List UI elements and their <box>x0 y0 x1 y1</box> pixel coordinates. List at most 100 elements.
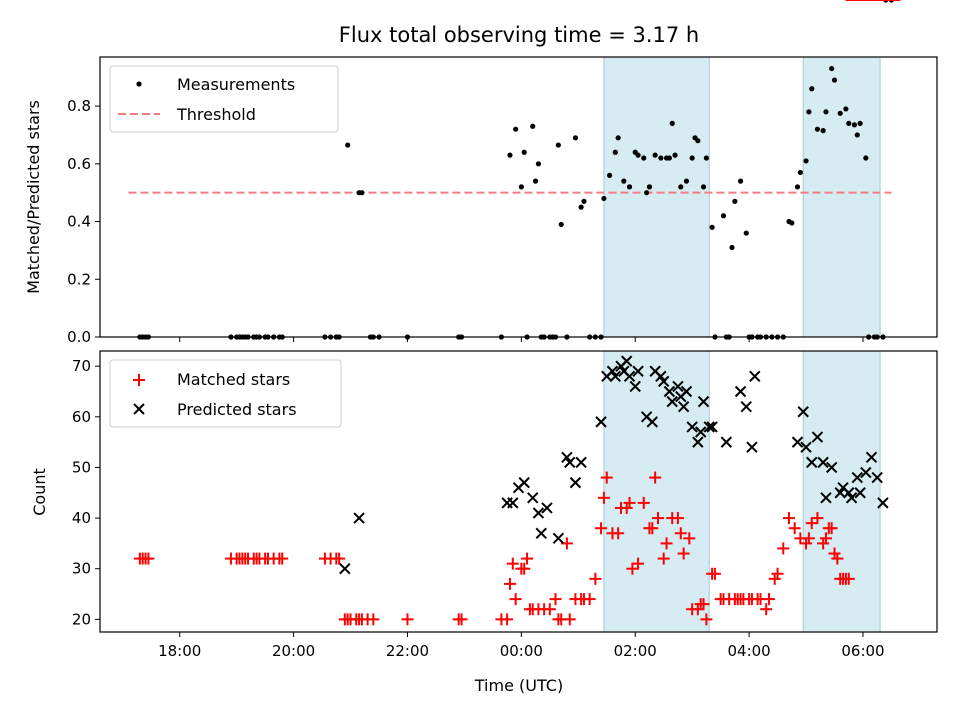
measurement-point <box>507 152 513 158</box>
ratio-panel-y-tick-label: 0.8 <box>67 97 91 115</box>
predicted-star-point <box>860 466 872 479</box>
predicted-star-point <box>677 400 690 413</box>
predicted-star-point <box>734 385 747 398</box>
measurement-point <box>572 135 579 141</box>
matched-star-point <box>782 512 795 525</box>
predicted-star-point <box>865 451 878 464</box>
shaded-interval-1 <box>603 56 710 338</box>
predicted-star-point <box>800 441 812 453</box>
measurement-point <box>555 142 561 148</box>
predicted-star-point <box>663 385 676 398</box>
matched-star-point <box>646 522 659 535</box>
predicted-star-point <box>694 426 707 438</box>
matched-star-point <box>612 527 625 540</box>
measurement-point <box>669 120 675 126</box>
predicted-star-point <box>706 421 718 433</box>
measurement-point <box>794 184 801 190</box>
ratio-panel-y-tick-label: 0.6 <box>67 155 91 173</box>
matched-star-point <box>700 613 713 626</box>
predicted-star-point <box>532 507 545 519</box>
predicted-star-point <box>746 441 758 453</box>
measurement-point <box>854 132 860 138</box>
matched-star-point <box>652 512 664 525</box>
predicted-star-point <box>820 492 832 504</box>
predicted-star-point <box>629 380 641 393</box>
predicted-star-point <box>646 416 659 428</box>
matched-star-point <box>637 496 650 509</box>
ratio-panel-legend-box <box>109 65 339 133</box>
measurement-point <box>578 204 584 210</box>
measurement-point <box>797 169 803 176</box>
measurement-point <box>535 161 542 167</box>
ratio-panel: 0.00.20.40.60.8 Matched/Predicted stars … <box>24 0 938 346</box>
matched-star-point <box>660 537 673 550</box>
predicted-star-point <box>720 436 733 448</box>
predicted-star-point <box>697 395 710 408</box>
count-panel-x-tick-label: 00:00 <box>500 642 543 660</box>
measurement-point <box>809 86 815 92</box>
count-panel-legend: Matched stars Predicted stars <box>109 359 342 428</box>
matched-star-point <box>674 527 687 540</box>
measurement-point <box>806 109 812 115</box>
count-panel-legend-box <box>109 359 342 428</box>
predicted-star-point <box>527 492 539 504</box>
measurement-point <box>689 155 695 161</box>
chart-title: Flux total observing time = 3.17 h <box>339 23 699 47</box>
measurement-point <box>558 221 564 228</box>
matched-star-point <box>788 522 801 535</box>
matched-star-point <box>600 471 613 484</box>
ratio-panel-y-ticks: 0.0 0.2 0.4 0.6 0.8 <box>67 97 100 346</box>
count-panel-y-tick-label: 30 <box>72 560 91 578</box>
ratio-panel-y-tick-label: 0.2 <box>67 270 91 288</box>
measurement-point <box>615 135 621 141</box>
measurement-point <box>621 178 627 184</box>
matched-star-point <box>817 537 830 550</box>
matched-star-point <box>825 522 838 535</box>
predicted-star-point <box>811 431 824 443</box>
predicted-star-point <box>692 436 704 448</box>
measurement-point <box>831 77 838 83</box>
measurement-point <box>709 224 715 230</box>
legend-measurements-marker <box>136 81 142 87</box>
measurement-point <box>601 195 607 202</box>
matched-star-point <box>819 532 832 545</box>
matched-star-point <box>521 552 534 565</box>
matched-star-point <box>626 562 639 575</box>
matched-star-point <box>811 512 824 525</box>
matched-star-point <box>455 613 468 626</box>
measurement-point <box>666 155 672 161</box>
count-panel-y-tick-label: 70 <box>72 357 91 375</box>
ratio-panel-y-tick-label: 0.4 <box>67 213 91 231</box>
measurement-point <box>521 149 527 155</box>
ratio-panel-frame <box>99 56 938 338</box>
matched-star-point <box>595 522 608 535</box>
measurement-point <box>820 128 826 134</box>
shaded-interval-2 <box>802 56 881 338</box>
legend-matched-label: Matched stars <box>177 370 290 389</box>
predicted-star-point <box>623 370 636 383</box>
matched-star-point <box>589 572 602 585</box>
predicted-star-point <box>575 456 587 469</box>
count-panel-y-ticks: 20 30 40 50 60 70 <box>72 357 100 628</box>
measurement-point <box>607 172 613 178</box>
matched-star-point <box>777 542 790 555</box>
ratio-panel-y-tick-label: 0.0 <box>67 328 91 346</box>
measurement-point <box>581 198 587 204</box>
matched-star-point <box>367 613 380 626</box>
measurement-point <box>695 138 701 144</box>
measurement-point <box>732 198 738 204</box>
predicted-star-point <box>632 365 644 377</box>
matched-star-point <box>708 567 721 580</box>
predicted-star-point <box>877 497 889 509</box>
count-panel-y-label: Count <box>30 468 49 516</box>
count-panel-x-tick-label: 02:00 <box>614 642 657 660</box>
measurement-point <box>641 155 647 161</box>
measurement-point <box>823 109 829 115</box>
predicted-star-point <box>564 456 576 469</box>
matched-star-point <box>506 557 519 570</box>
measurement-point <box>803 158 809 164</box>
matched-star-point <box>597 491 610 504</box>
count-panel-x-tick-label: 04:00 <box>727 642 770 660</box>
predicted-star-point <box>353 512 365 524</box>
predicted-star-point <box>703 421 715 433</box>
